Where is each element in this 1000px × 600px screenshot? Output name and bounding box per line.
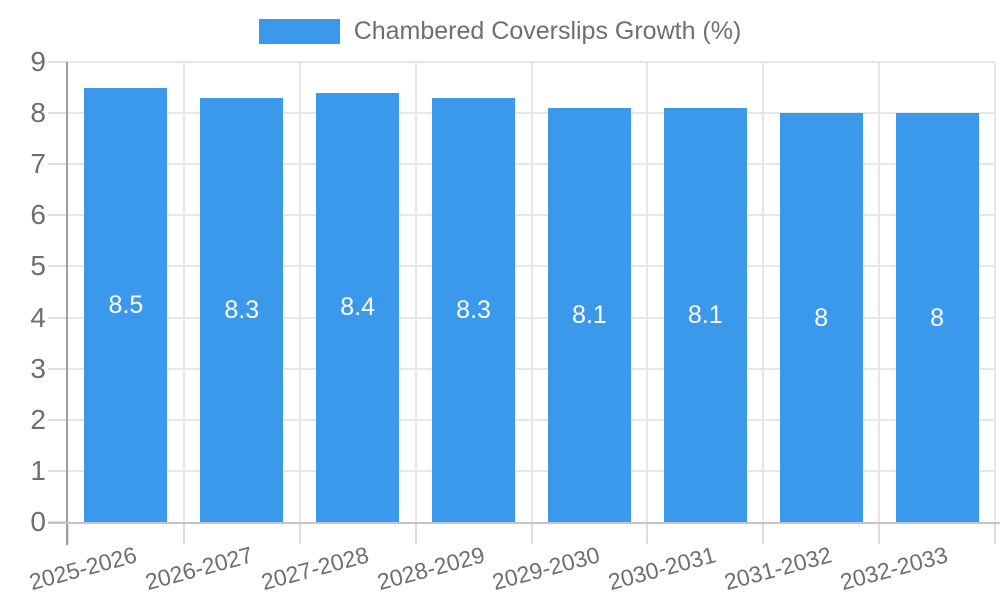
x-axis-tick bbox=[762, 522, 765, 544]
y-axis-tick bbox=[48, 469, 68, 472]
x-axis-tick bbox=[646, 522, 649, 544]
y-axis-tick bbox=[48, 214, 68, 217]
x-axis-category-label: 2031-2032 bbox=[721, 541, 835, 596]
vertical-gridline bbox=[182, 62, 185, 522]
x-axis-category-label: 2029-2030 bbox=[489, 541, 603, 596]
x-axis-line bbox=[48, 522, 1000, 524]
x-axis-tick bbox=[530, 522, 533, 544]
vertical-gridline bbox=[530, 62, 533, 522]
x-axis-tick bbox=[182, 522, 185, 544]
y-axis-tick bbox=[48, 163, 68, 166]
bar[interactable] bbox=[316, 92, 400, 522]
x-axis-tick bbox=[414, 522, 417, 544]
y-axis-tick bbox=[48, 367, 68, 370]
vertical-gridline bbox=[878, 62, 881, 522]
y-axis-line bbox=[66, 62, 68, 545]
y-axis-tick-label: 5 bbox=[30, 250, 46, 282]
legend-label: Chambered Coverslips Growth (%) bbox=[353, 17, 742, 45]
x-axis-category-label: 2030-2031 bbox=[605, 541, 719, 596]
y-axis-tick-label: 3 bbox=[30, 352, 46, 384]
x-axis-tick bbox=[67, 522, 69, 544]
bar-value-label: 8 bbox=[814, 303, 829, 332]
chart-legend[interactable]: Chambered Coverslips Growth (%) bbox=[0, 17, 1000, 46]
y-axis-tick-label: 8 bbox=[30, 97, 46, 129]
bar-value-label: 8.5 bbox=[108, 290, 144, 319]
x-axis-category-label: 2025-2026 bbox=[26, 541, 140, 596]
bar[interactable] bbox=[432, 97, 516, 522]
vertical-gridline bbox=[646, 62, 649, 522]
vertical-gridline bbox=[994, 62, 996, 522]
y-axis-tick-label: 1 bbox=[30, 454, 46, 486]
y-axis-tick-label: 9 bbox=[30, 46, 46, 77]
bar[interactable] bbox=[547, 108, 631, 522]
x-axis-category-label: 2028-2029 bbox=[373, 541, 487, 596]
vertical-gridline bbox=[762, 62, 765, 522]
x-axis-tick bbox=[994, 522, 996, 544]
x-axis-category-label: 2026-2027 bbox=[142, 541, 256, 596]
y-axis-tick-label: 0 bbox=[30, 506, 46, 537]
legend-color-swatch bbox=[258, 19, 340, 44]
y-axis-tick bbox=[48, 418, 68, 421]
y-axis-tick-label: 7 bbox=[30, 148, 46, 180]
bar-value-label: 8.1 bbox=[572, 301, 607, 329]
y-axis-tick bbox=[48, 265, 68, 268]
bar-value-label: 8.4 bbox=[340, 293, 376, 322]
vertical-gridline bbox=[414, 62, 417, 522]
y-axis-tick bbox=[48, 316, 68, 319]
vertical-gridline bbox=[298, 62, 301, 522]
bar-value-label: 8.1 bbox=[687, 301, 723, 329]
bar[interactable] bbox=[200, 97, 284, 522]
y-axis-tick-label: 6 bbox=[30, 199, 46, 231]
bar-value-label: 8.3 bbox=[224, 295, 260, 324]
bar[interactable] bbox=[84, 87, 168, 522]
y-axis-tick-label: 2 bbox=[30, 403, 46, 435]
bar-value-label: 8 bbox=[930, 303, 945, 332]
x-axis-tick bbox=[298, 522, 301, 544]
y-axis-tick-label: 4 bbox=[30, 301, 46, 333]
y-axis-tick bbox=[48, 112, 68, 115]
x-axis-tick bbox=[878, 522, 881, 544]
x-axis-category-label: 2032-2033 bbox=[837, 541, 951, 596]
x-axis-category-label: 2027-2028 bbox=[258, 541, 372, 596]
y-axis-tick bbox=[48, 61, 68, 63]
bar-value-label: 8.3 bbox=[456, 295, 491, 324]
bar[interactable] bbox=[895, 113, 979, 522]
bar[interactable] bbox=[663, 108, 747, 522]
bar[interactable] bbox=[779, 113, 863, 522]
